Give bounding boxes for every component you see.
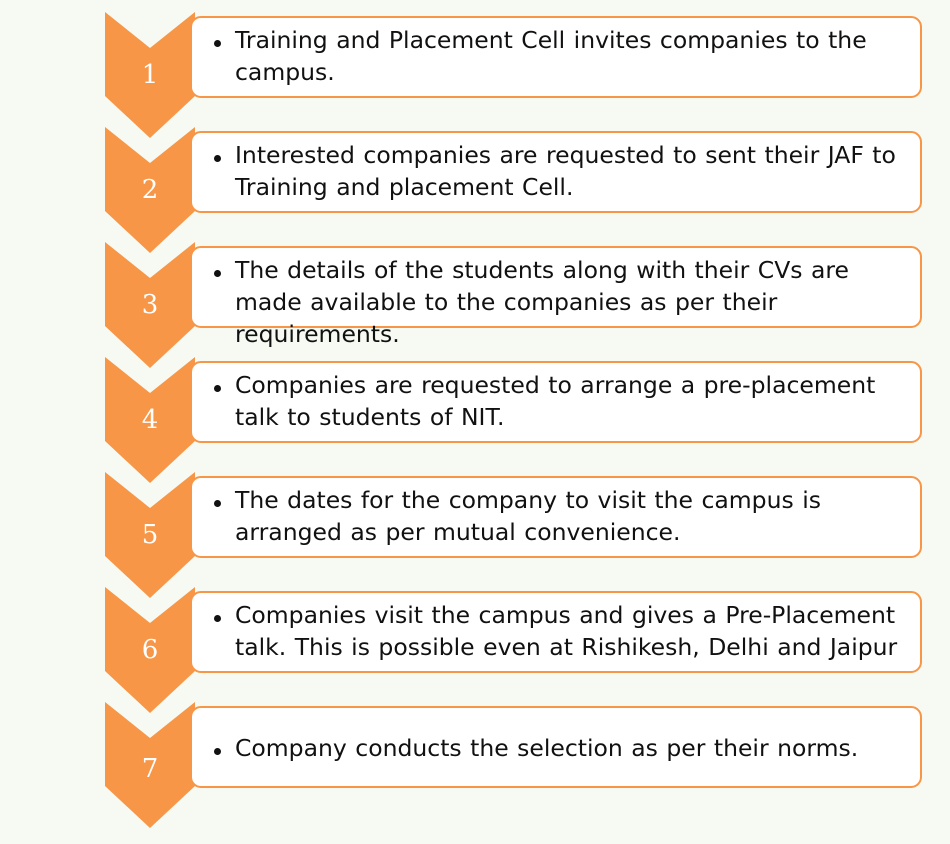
step-chevron-shape [105, 127, 195, 253]
step-4: 4 Companies are requested to arrange a p… [0, 357, 950, 483]
bullet-icon [214, 155, 221, 162]
step-7: 7 Company conducts the selection as per … [0, 702, 950, 828]
step-chevron-shape [105, 702, 195, 828]
step-number: 6 [141, 635, 159, 665]
step-description-box: Companies are requested to arrange a pre… [190, 361, 922, 443]
step-number: 5 [141, 520, 159, 550]
bullet-icon [214, 270, 221, 277]
step-description: The details of the students along with t… [235, 256, 849, 348]
step-2: 2 Interested companies are requested to … [0, 127, 950, 253]
step-number: 3 [141, 290, 159, 320]
step-description: Companies visit the campus and gives a P… [235, 601, 898, 661]
step-description-box: The details of the students along with t… [190, 246, 922, 348]
step-description: Training and Placement Cell invites comp… [235, 26, 867, 86]
step-description: Companies are requested to arrange a pre… [235, 371, 876, 431]
step-description: Interested companies are requested to se… [235, 141, 896, 201]
step-6: 6 Companies visit the campus and gives a… [0, 587, 950, 713]
bullet-icon [214, 385, 221, 392]
step-chevron-shape [105, 357, 195, 483]
step-3: 3 The details of the students along with… [0, 242, 950, 368]
step-description-box: The dates for the company to visit the c… [190, 476, 922, 558]
step-description: Company conducts the selection as per th… [235, 734, 859, 762]
step-1: 1 Training and Placement Cell invites co… [0, 12, 950, 138]
bullet-icon [214, 500, 221, 507]
step-chevron-shape [105, 242, 195, 368]
step-chevron-shape [105, 587, 195, 713]
step-chevron-shape [105, 12, 195, 138]
step-description-box: Companies visit the campus and gives a P… [190, 591, 922, 673]
step-number: 2 [141, 175, 159, 205]
step-description-box: Company conducts the selection as per th… [190, 706, 922, 788]
step-number: 4 [141, 405, 159, 435]
step-chevron-shape [105, 472, 195, 598]
step-number: 1 [141, 60, 159, 90]
bullet-icon [214, 40, 221, 47]
bullet-icon [214, 748, 221, 755]
bullet-icon [214, 615, 221, 622]
step-description-box: Training and Placement Cell invites comp… [190, 16, 922, 98]
step-description-box: Interested companies are requested to se… [190, 131, 922, 213]
step-5: 5 The dates for the company to visit the… [0, 472, 950, 598]
step-number: 7 [141, 754, 159, 784]
step-description: The dates for the company to visit the c… [235, 486, 821, 546]
